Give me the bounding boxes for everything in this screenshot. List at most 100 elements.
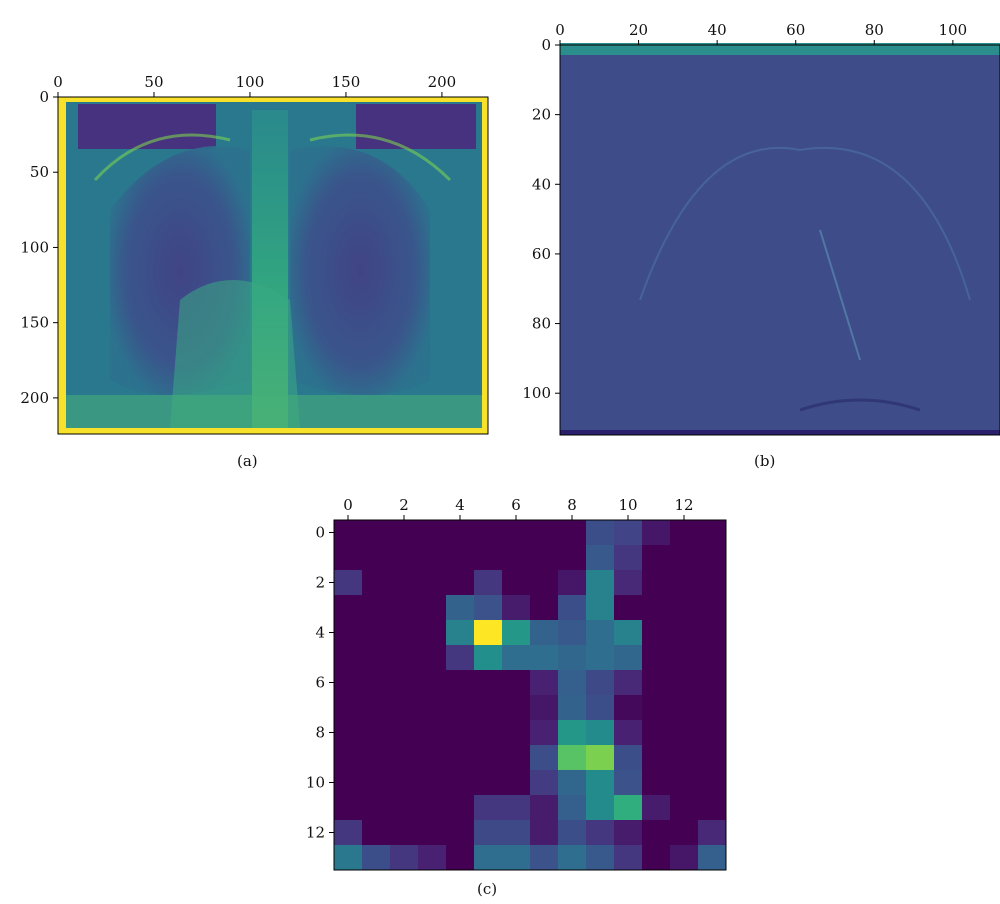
heatmap-cell [334,745,363,771]
heatmap-cell [446,795,475,821]
heatmap-cell [334,645,363,671]
heatmap-cell [502,620,531,646]
heatmap-cell [530,645,559,671]
heatmap-cell [390,845,419,871]
heatmap-cell [334,695,363,721]
heatmap-cell [698,845,727,871]
heatmap-cell [362,770,391,796]
heatmap-cell [670,570,699,596]
panel-a-caption: (a) [237,452,258,470]
heatmap-cell [334,620,363,646]
heatmap-cell [362,795,391,821]
heatmap-cell [558,620,587,646]
panel-c-caption: (c) [477,880,498,898]
heatmap-cell [446,820,475,846]
heatmap-cell [586,720,615,746]
heatmap-cell [698,520,727,546]
heatmap-cell [446,570,475,596]
heatmap-cell [670,645,699,671]
heatmap-cell [390,820,419,846]
panel-c: 0 2 4 6 8 10 12 0 2 4 6 8 10 12 (c) [290,478,750,904]
heatmap-cell [474,620,503,646]
x-tick-label: 50 [144,73,163,91]
heatmap-cell [530,620,559,646]
heatmap-cell [698,545,727,571]
heatmap-cell [614,770,643,796]
heatmap-cell [362,820,391,846]
heatmap-cell [558,670,587,696]
y-tick-label: 80 [532,315,551,333]
heatmap-cell [530,745,559,771]
heatmap-cell [530,770,559,796]
heatmap-cell [614,820,643,846]
heatmap-cell [474,795,503,821]
heatmap-cell [586,670,615,696]
heatmap-cell [362,720,391,746]
x-tick-label: 20 [629,21,648,39]
heatmap-cell [390,770,419,796]
heatmap-cell [362,520,391,546]
heatmap-cell [446,645,475,671]
y-tick-label: 0 [39,88,49,106]
heatmap-cell [670,770,699,796]
x-tick-label: 80 [865,21,884,39]
heatmap-cell [642,595,671,621]
heatmap-cell [418,770,447,796]
axes-frame [57,96,489,435]
heatmap-cell [418,745,447,771]
heatmap-cell [642,545,671,571]
heatmap-cell [558,570,587,596]
heatmap-cell [334,820,363,846]
x-tick-label: 60 [786,21,805,39]
heatmap-cell [446,545,475,571]
heatmap-cell [586,770,615,796]
heatmap-cell [586,520,615,546]
heatmap-cell [698,645,727,671]
heatmap-cell [334,670,363,696]
x-tick-label: 10 [618,496,637,514]
heatmap-cell [698,670,727,696]
x-tick-label: 100 [939,21,968,39]
heatmap-cell [698,795,727,821]
heatmap-cell [586,570,615,596]
heatmap-cell [418,620,447,646]
heatmap-cell [502,570,531,596]
heatmap-cell [558,820,587,846]
heatmap-cell [614,745,643,771]
y-tick-label: 100 [20,238,49,256]
heatmap-cell [586,820,615,846]
heatmap-cell [474,770,503,796]
heatmap-cell [334,545,363,571]
heatmap-cell [418,570,447,596]
heatmap-cell [446,520,475,546]
heatmap-cell [642,845,671,871]
heatmap-cell [558,520,587,546]
heatmap-cell [362,570,391,596]
heatmap-cell [642,695,671,721]
heatmap-cell [418,645,447,671]
heatmap-cell [418,695,447,721]
heatmap-cell [642,820,671,846]
y-tick-label: 6 [315,674,325,692]
heatmap-cell [642,620,671,646]
heatmap-cell [390,695,419,721]
heatmap-cell [362,670,391,696]
heatmap-cell [390,520,419,546]
heatmap-cell [334,520,363,546]
heatmap-cell [502,520,531,546]
heatmap-cell [642,720,671,746]
heatmap-cell [334,595,363,621]
heatmap-cell [418,545,447,571]
heatmap-cell [642,570,671,596]
heatmap-cell [558,845,587,871]
heatmap-cell [474,845,503,871]
heatmap-grid [334,520,727,871]
x-tick-label: 8 [567,496,577,514]
x-tick-label: 100 [236,73,265,91]
heatmap-cell [530,695,559,721]
x-tick-label: 200 [428,73,457,91]
x-tick-label: 0 [53,73,63,91]
heatmap-cell [418,795,447,821]
heatmap-cell [614,845,643,871]
heatmap-cell [502,545,531,571]
